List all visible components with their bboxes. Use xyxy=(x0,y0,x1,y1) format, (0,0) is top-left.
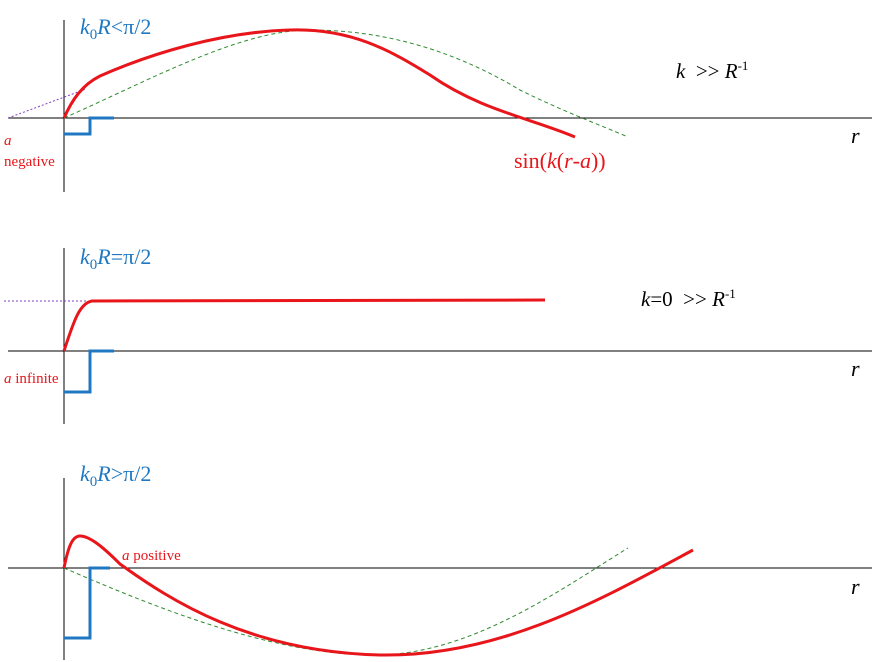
panel-1-a-negative-label: negative xyxy=(4,154,55,170)
panel-2-r-axis-label: r xyxy=(851,356,860,381)
panel-2-k-regime-note: k=0 >> R-1 xyxy=(641,286,736,311)
panel-1-sine-reference-curve xyxy=(63,29,629,138)
panel-1-extrapolation-line xyxy=(7,88,87,119)
panel-3-title: k0R>π/2 xyxy=(80,461,151,490)
panel-3-wavefunction-curve xyxy=(62,534,694,657)
panel-1-potential-well xyxy=(64,116,114,136)
panel-2-title: k0R=π/2 xyxy=(80,244,151,273)
panel-1-title: k0R<π/2 xyxy=(80,14,151,43)
panel-1-k-regime-note: k >> R-1 xyxy=(676,58,748,83)
panel-1-sine-formula: sin(k(r-a)) xyxy=(514,148,606,173)
panel-2-potential-well xyxy=(64,349,114,394)
panel-3-sine-reference-curve xyxy=(63,547,629,656)
panel-3-a-positive-label: a positive xyxy=(122,548,181,564)
panel-1: k0R<π/2 k >> R-1 r a negative sin(k(r-a)… xyxy=(4,14,872,192)
panel-1-wavefunction-curve xyxy=(62,28,576,139)
panel-2-a-infinite-label: a infinite xyxy=(4,371,59,387)
panel-2-wavefunction-curve xyxy=(62,298,546,352)
panel-3: k0R>π/2 r a positive xyxy=(8,461,872,660)
panel-2: k0R=π/2 k=0 >> R-1 r a infinite xyxy=(4,244,872,424)
panel-3-potential-well xyxy=(64,566,110,640)
panel-3-r-axis-label: r xyxy=(851,574,860,599)
panel-1-a-symbol: a xyxy=(4,133,12,149)
panel-1-r-axis-label: r xyxy=(851,123,860,148)
